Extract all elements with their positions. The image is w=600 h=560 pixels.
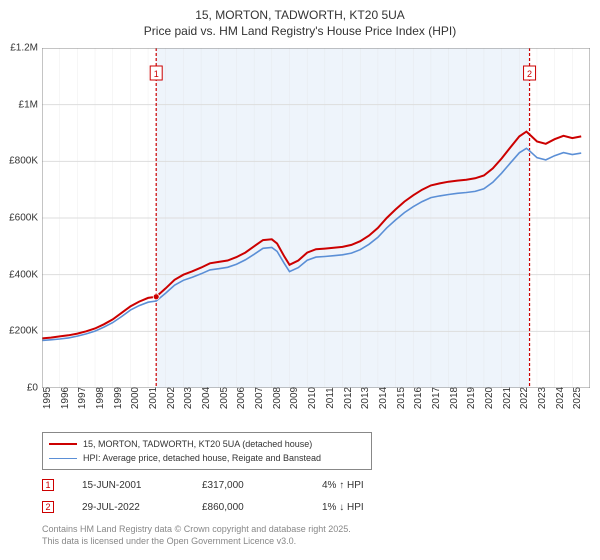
legend-swatch-hpi xyxy=(49,458,77,459)
y-tick-label: £1.2M xyxy=(10,43,38,54)
y-tick-label: £0 xyxy=(27,383,38,394)
x-tick-label: 1995 xyxy=(42,387,53,409)
y-tick-label: £400K xyxy=(9,269,38,280)
legend-label-hpi: HPI: Average price, detached house, Reig… xyxy=(83,453,321,463)
y-tick-label: £200K xyxy=(9,326,38,337)
x-tick-label: 2001 xyxy=(148,387,159,409)
x-tick-label: 2000 xyxy=(130,387,141,409)
x-tick-label: 2010 xyxy=(307,387,318,409)
x-tick-label: 2005 xyxy=(219,387,230,409)
x-tick-label: 2007 xyxy=(254,387,265,409)
x-tick-label: 2022 xyxy=(519,387,530,409)
legend-swatch-price xyxy=(49,443,77,445)
x-tick-label: 2004 xyxy=(201,387,212,409)
x-tick-label: 2016 xyxy=(413,387,424,409)
marker-hpi: 1% ↓ HPI xyxy=(322,502,442,513)
chart-footer: Contains HM Land Registry data © Crown c… xyxy=(42,524,590,547)
x-tick-label: 2006 xyxy=(236,387,247,409)
x-tick-label: 2019 xyxy=(466,387,477,409)
legend-label-price: 15, MORTON, TADWORTH, KT20 5UA (detached… xyxy=(83,439,312,449)
y-tick-label: £1M xyxy=(19,99,38,110)
x-tick-label: 2017 xyxy=(431,387,442,409)
marker-date: 15-JUN-2001 xyxy=(82,480,202,491)
x-tick-label: 1998 xyxy=(95,387,106,409)
chart-svg: 12 xyxy=(42,48,590,388)
title-line-1: 15, MORTON, TADWORTH, KT20 5UA xyxy=(0,8,600,22)
marker-price: £317,000 xyxy=(202,480,322,491)
y-tick-label: £600K xyxy=(9,213,38,224)
x-tick-label: 2012 xyxy=(343,387,354,409)
x-tick-label: 2003 xyxy=(183,387,194,409)
y-axis: £0£200K£400K£600K£800K£1M£1.2M xyxy=(0,48,42,388)
svg-text:1: 1 xyxy=(154,69,159,79)
x-tick-label: 2013 xyxy=(360,387,371,409)
x-tick-label: 2020 xyxy=(484,387,495,409)
x-tick-label: 2011 xyxy=(325,387,336,409)
chart-title-block: 15, MORTON, TADWORTH, KT20 5UA Price pai… xyxy=(0,0,600,38)
legend-row-hpi: HPI: Average price, detached house, Reig… xyxy=(49,451,365,465)
footer-line-2: This data is licensed under the Open Gov… xyxy=(42,536,590,548)
marker-table-row: 1 15-JUN-2001£317,0004% ↑ HPI xyxy=(42,474,590,496)
x-tick-label: 2018 xyxy=(449,387,460,409)
x-tick-label: 1997 xyxy=(77,387,88,409)
footer-line-1: Contains HM Land Registry data © Crown c… xyxy=(42,524,590,536)
x-tick-label: 1999 xyxy=(113,387,124,409)
chart-plot-area: 12 xyxy=(42,48,590,388)
x-tick-label: 2008 xyxy=(272,387,283,409)
x-tick-label: 2023 xyxy=(537,387,548,409)
y-tick-label: £800K xyxy=(9,156,38,167)
title-line-2: Price paid vs. HM Land Registry's House … xyxy=(0,24,600,38)
x-axis: 1995199619971998199920002001200220032004… xyxy=(42,392,590,432)
marker-hpi: 4% ↑ HPI xyxy=(322,480,442,491)
x-tick-label: 2015 xyxy=(396,387,407,409)
x-tick-label: 2002 xyxy=(166,387,177,409)
x-tick-label: 2024 xyxy=(555,387,566,409)
svg-text:2: 2 xyxy=(527,69,532,79)
marker-table: 1 15-JUN-2001£317,0004% ↑ HPI 2 29-JUL-2022… xyxy=(42,474,590,518)
marker-index-box: 2 xyxy=(42,501,54,513)
marker-date: 29-JUL-2022 xyxy=(82,502,202,513)
x-tick-label: 2021 xyxy=(502,387,513,409)
x-tick-label: 2009 xyxy=(289,387,300,409)
chart-legend: 15, MORTON, TADWORTH, KT20 5UA (detached… xyxy=(42,432,372,470)
marker-index-box: 1 xyxy=(42,479,54,491)
marker-table-row: 2 29-JUL-2022£860,0001% ↓ HPI xyxy=(42,496,590,518)
x-tick-label: 1996 xyxy=(60,387,71,409)
x-tick-label: 2014 xyxy=(378,387,389,409)
legend-row-price: 15, MORTON, TADWORTH, KT20 5UA (detached… xyxy=(49,437,365,451)
x-tick-label: 2025 xyxy=(572,387,583,409)
marker-price: £860,000 xyxy=(202,502,322,513)
